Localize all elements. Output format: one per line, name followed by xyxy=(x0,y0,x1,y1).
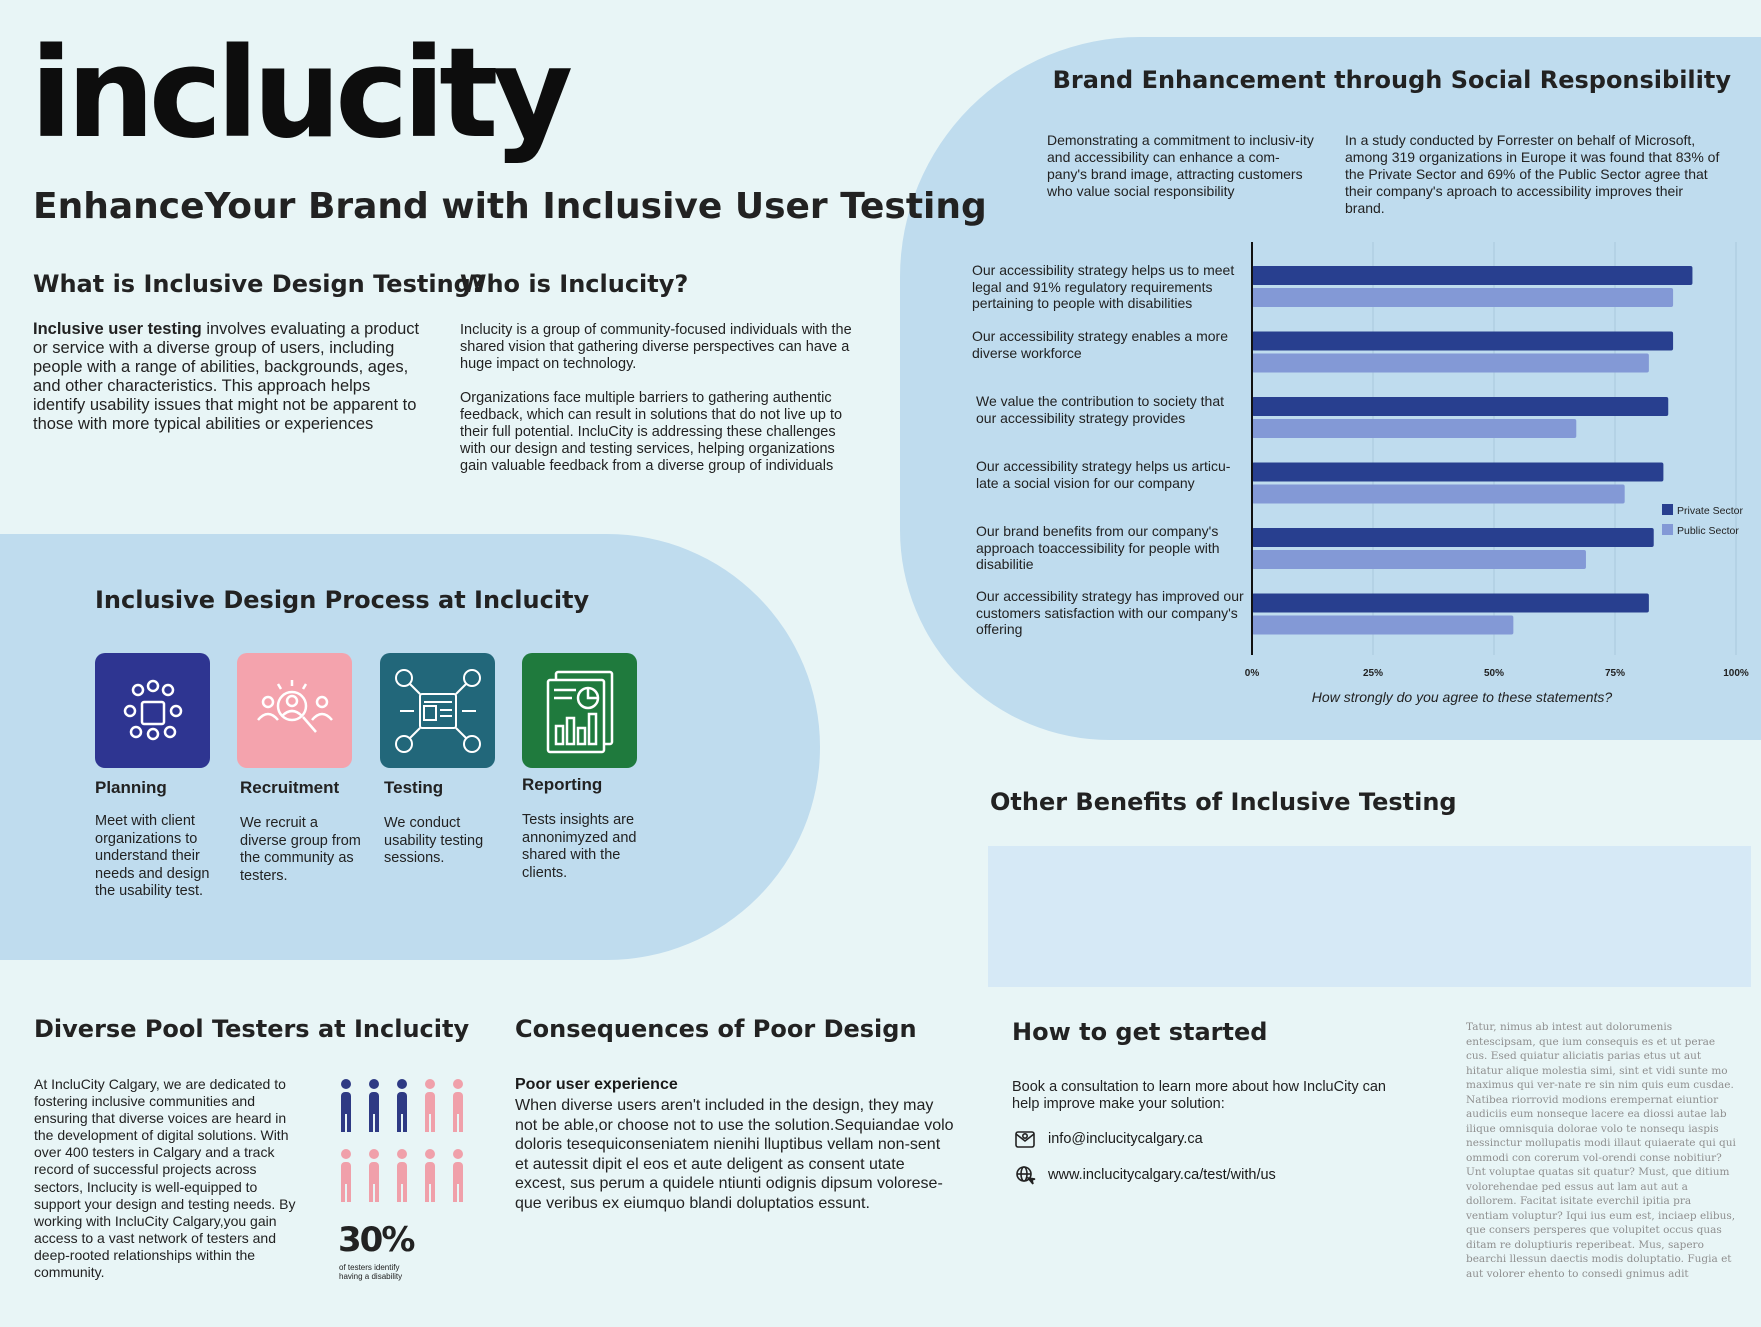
person-figure xyxy=(425,1149,435,1202)
chart-category-label: Our accessibility strategy enables a mor… xyxy=(972,328,1228,361)
chart-bar xyxy=(1252,353,1649,373)
chart-bar xyxy=(1252,419,1577,438)
chart-category-label: We value the contribution to society tha… xyxy=(976,393,1224,426)
tester-figures-graphic xyxy=(341,1079,463,1202)
person-figure xyxy=(425,1079,435,1132)
person-figure xyxy=(369,1079,379,1132)
step-testing-desc: We conduct usability testing sessions. xyxy=(384,815,484,866)
chart-bar xyxy=(1252,593,1649,613)
testing-card xyxy=(380,653,495,768)
who-is-heading: Who is Inclucity? xyxy=(460,270,689,298)
step-recruitment-label: Recruitment xyxy=(240,778,340,797)
chart-bar xyxy=(1252,331,1674,351)
recruitment-card xyxy=(237,653,352,768)
chart-bar xyxy=(1252,615,1514,635)
brand-intro-right: In a study conducted by Forrester on beh… xyxy=(1345,132,1720,216)
person-figure xyxy=(397,1149,407,1202)
chart-bar xyxy=(1252,397,1669,416)
get-started-heading: How to get started xyxy=(1012,1018,1268,1046)
disability-stat-caption: of testers identify having a disability xyxy=(339,1263,403,1281)
placeholder-text-column: Tatur, nimus ab intest aut dolorumenis e… xyxy=(1466,1021,1736,1280)
other-benefits-box xyxy=(988,846,1751,987)
brand-bar-chart: 0%25%50%75%100%StatementHow strongly do … xyxy=(1245,242,1749,705)
planning-card xyxy=(95,653,210,768)
what-is-text: Inclusive user testing involves evaluati… xyxy=(33,320,423,434)
chart-bar xyxy=(1252,550,1586,569)
report-chart-icon xyxy=(546,670,613,753)
email-contact[interactable]: info@inclucitycalgary.ca xyxy=(1014,1128,1203,1150)
chart-bar xyxy=(1252,462,1664,482)
step-planning-desc: Meet with client organizations to unders… xyxy=(95,813,210,899)
chart-category-label: Our brand benefits from our company's ap… xyxy=(976,523,1220,572)
x-tick-label: 75% xyxy=(1605,668,1625,679)
step-planning-label: Planning xyxy=(95,778,167,797)
who-is-para2: Organizations face multiple barriers to … xyxy=(460,390,843,474)
what-is-bold-lead: Inclusive user testing xyxy=(33,320,202,338)
chart-category-label: Our accessibility strategy helps us arti… xyxy=(976,458,1231,491)
globe-icon xyxy=(1016,1166,1036,1185)
consequences-text: When diverse users aren't included in th… xyxy=(515,1097,954,1212)
x-axis-label: How strongly do you agree to these state… xyxy=(1312,689,1613,705)
step-reporting-label: Reporting xyxy=(522,775,603,794)
chart-category-label: Our accessibility strategy has improved … xyxy=(976,588,1244,637)
legend-label: Public Sector xyxy=(1677,525,1739,537)
x-tick-label: 50% xyxy=(1484,668,1504,679)
person-figure xyxy=(341,1149,351,1202)
reporting-card xyxy=(522,653,637,768)
email-link[interactable]: info@inclucitycalgary.ca xyxy=(1048,1131,1203,1147)
diverse-pool-heading: Diverse Pool Testers at Inclucity xyxy=(34,1015,470,1043)
chart-bar xyxy=(1252,288,1674,307)
step-recruitment-desc: We recruit a diverse group from the comm… xyxy=(240,815,361,884)
diverse-pool-text: At IncluCity Calgary, we are dedicated t… xyxy=(34,1076,296,1281)
person-figure xyxy=(453,1149,463,1202)
disability-stat: 30% xyxy=(338,1220,415,1260)
website-contact[interactable]: www.inclucitycalgary.ca/test/with/us xyxy=(1014,1164,1276,1186)
consequences-heading: Consequences of Poor Design xyxy=(515,1015,917,1043)
legend-label: Private Sector xyxy=(1677,505,1743,517)
team-meeting-icon xyxy=(123,679,182,740)
get-started-text: Book a consultation to learn more about … xyxy=(1012,1079,1386,1112)
who-is-para1: Inclucity is a group of community-focuse… xyxy=(460,322,852,372)
other-benefits-heading: Other Benefits of Inclusive Testing xyxy=(990,788,1457,816)
chart-bar xyxy=(1252,266,1693,285)
x-tick-label: 0% xyxy=(1245,668,1260,679)
x-tick-label: 25% xyxy=(1363,668,1383,679)
inclucity-logo: inclucity xyxy=(30,22,573,166)
what-is-body: involves evaluating a product or service… xyxy=(33,320,420,433)
person-figure xyxy=(341,1079,351,1132)
step-reporting-desc: Tests insights are annonimyzed and share… xyxy=(522,812,637,881)
person-figure xyxy=(453,1079,463,1132)
website-link[interactable]: www.inclucitycalgary.ca/test/with/us xyxy=(1048,1167,1276,1183)
process-heading: Inclusive Design Process at Inclucity xyxy=(95,586,590,614)
chart-category-label: Our accessibility strategy helps us to m… xyxy=(972,262,1235,311)
person-figure xyxy=(369,1149,379,1202)
consequences-subheading: Poor user experience xyxy=(515,1076,678,1093)
x-tick-label: 100% xyxy=(1723,668,1749,679)
chart-bar xyxy=(1252,484,1625,504)
usability-testing-icon xyxy=(394,668,481,753)
people-search-icon xyxy=(256,679,333,733)
page-title: EnhanceYour Brand with Inclusive User Te… xyxy=(33,186,987,227)
step-testing-label: Testing xyxy=(384,778,444,797)
legend-swatch xyxy=(1662,504,1673,515)
legend-swatch xyxy=(1662,524,1673,535)
person-figure xyxy=(397,1079,407,1132)
email-icon xyxy=(1015,1131,1035,1148)
what-is-heading: What is Inclusive Design Testing? xyxy=(33,270,485,298)
brand-intro-left: Demonstrating a commitment to inclusiv-i… xyxy=(1047,132,1314,199)
chart-bar xyxy=(1252,528,1654,547)
brand-heading: Brand Enhancement through Social Respons… xyxy=(1052,66,1731,94)
